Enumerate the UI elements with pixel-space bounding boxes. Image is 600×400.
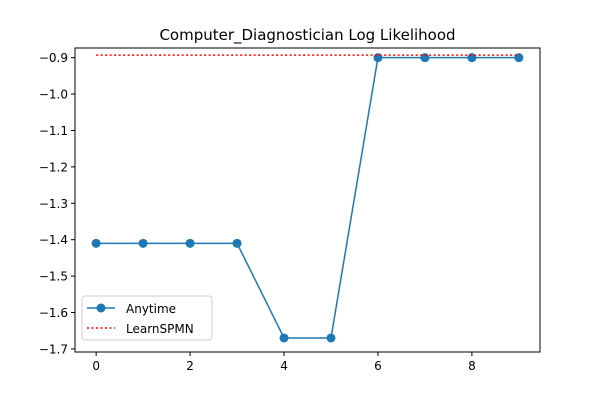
y-tick-label: −1.7: [39, 342, 68, 356]
legend-frame: [81, 295, 213, 341]
x-tick-label: 4: [280, 359, 288, 373]
series-anytime-point: [91, 238, 101, 248]
axes-frame: [74, 47, 541, 353]
y-tick-label: −1.2: [39, 160, 68, 174]
series-anytime-point: [138, 238, 148, 248]
series-anytime-point: [326, 333, 336, 343]
x-tick-label: 0: [92, 359, 100, 373]
legend-anytime-label: Anytime: [126, 302, 176, 316]
y-tick-label: −1.0: [39, 88, 68, 102]
chart-title: Computer_Diagnostician Log Likelihood: [159, 26, 455, 45]
series-anytime-line: [96, 56, 519, 339]
legend-anytime-marker: [96, 303, 106, 313]
y-tick-label: −1.5: [39, 270, 68, 284]
y-tick-label: −1.6: [39, 306, 68, 320]
series-anytime-point: [185, 238, 195, 248]
x-tick-label: 6: [374, 359, 382, 373]
legend: Anytime LearnSPMN: [81, 295, 213, 341]
y-tick-label: −1.3: [39, 197, 68, 211]
series-anytime-point: [279, 333, 289, 343]
series-anytime-point: [420, 53, 430, 63]
x-tick-label: 2: [186, 359, 194, 373]
plot-area: 0 2 4 6 8 −0.9 −1.0 −1.1 −1.2 −1.3 −1.4 −1.5 −1.6 −1.…: [39, 47, 541, 373]
x-tick-label: 8: [468, 359, 476, 373]
series-anytime-point: [232, 238, 242, 248]
legend-learnspmn-label: LearnSPMN: [126, 322, 194, 336]
y-tick-label: −1.1: [39, 124, 68, 138]
y-tick-label: −1.4: [39, 233, 68, 247]
y-tick-label: −0.9: [39, 51, 68, 65]
